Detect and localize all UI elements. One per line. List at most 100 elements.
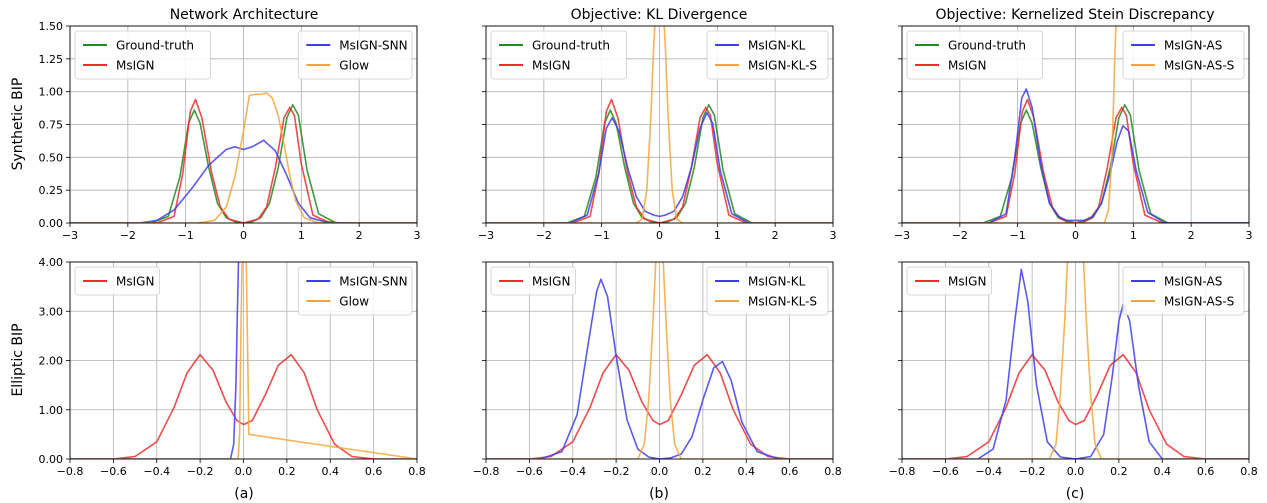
x-tick-label: 1 <box>298 229 305 242</box>
x-tick-label: −0.8 <box>57 465 84 478</box>
legend-label-glow: Glow <box>339 59 369 73</box>
series-line-msign-as-s <box>902 26 1117 223</box>
chart-panel-0-1: −3 −2 −1 0 1 2 3Ground-truthMsIGNMsIGN-KLMsIGN… <box>478 25 837 242</box>
legend-label-msign: MsIGN <box>116 59 154 73</box>
x-tick-label: 0.8 <box>1240 465 1258 478</box>
series-line-msign-as <box>902 268 1249 459</box>
panel-label-c: (c) <box>1066 486 1085 502</box>
x-tick-label: −3 <box>894 229 910 242</box>
plot-frame <box>69 25 418 224</box>
row-label-1: Elliptic BIP <box>10 323 26 396</box>
x-tick-label: 3 <box>830 229 837 242</box>
legend-label-msign-snn: MsIGN-SNN <box>339 39 407 53</box>
plot-frame <box>69 261 418 460</box>
x-tick-label: −0.4 <box>143 465 170 478</box>
legend-top-left: Ground-truth MsIGN <box>490 30 628 80</box>
x-tick-label: −0.8 <box>889 465 916 478</box>
x-tick-label: 0.2 <box>1110 465 1128 478</box>
series-line-msign <box>486 353 833 459</box>
series-line-glow <box>70 92 417 223</box>
series-line-msign-kl <box>486 278 833 459</box>
x-tick-label: 0.6 <box>365 465 383 478</box>
y-tick-label: 3.00 <box>39 305 64 318</box>
x-tick-label: −1 <box>178 229 194 242</box>
series-line-msign-kl <box>486 111 833 223</box>
legend-label-msign: MsIGN <box>532 59 570 73</box>
legend-label-msign: MsIGN <box>948 275 986 289</box>
x-tick-label: 0.0 <box>235 465 253 478</box>
plot-frame <box>901 25 1250 224</box>
legend-box <box>906 266 992 296</box>
column-title-1: Objective: KL Divergence <box>571 7 748 23</box>
x-tick-label: −0.2 <box>187 465 214 478</box>
x-tick-label: −3 <box>62 229 78 242</box>
series-line-msign-as-s <box>902 262 1249 459</box>
x-tick-label: 0.6 <box>781 465 799 478</box>
x-tick-label: 2 <box>356 229 363 242</box>
series-line-msign <box>902 98 1249 223</box>
legend-label-ground-truth: Ground-truth <box>532 39 610 53</box>
plot-frame <box>901 261 1250 460</box>
x-tick-label: 3 <box>414 229 421 242</box>
legend-label-ground-truth: Ground-truth <box>116 39 194 53</box>
y-tick-label: 4.00 <box>39 256 64 269</box>
legend-label-glow: Glow <box>339 295 369 309</box>
panel-label-a: (a) <box>234 486 254 502</box>
x-tick-label: 0.6 <box>1197 465 1215 478</box>
series-line-msign-kl-s <box>486 262 833 459</box>
legend-top-left: Ground-truth MsIGN <box>906 30 1044 80</box>
y-tick-label: 1.00 <box>39 404 64 417</box>
legend-label-msign-snn: MsIGN-SNN <box>339 275 407 289</box>
x-tick-label: −0.6 <box>100 465 127 478</box>
x-tick-label: 0.2 <box>694 465 712 478</box>
plot-frame <box>485 261 834 460</box>
plot-panels: −3 −2 −1 0 1 2 30.000.250.500.751.001.251.50Gr… <box>39 20 1258 478</box>
series-line-msign <box>486 98 833 223</box>
y-tick-label: 2.00 <box>39 355 64 368</box>
y-tick-label: 1.00 <box>39 86 64 99</box>
x-tick-label: 0.4 <box>1154 465 1172 478</box>
series-line-msign <box>70 353 417 459</box>
x-tick-label: −0.6 <box>516 465 543 478</box>
x-tick-label: 0.2 <box>278 465 296 478</box>
legend-box <box>490 266 576 296</box>
series-line-msign <box>902 353 1249 459</box>
legend-label-msign: MsIGN <box>948 59 986 73</box>
legend-label-msign-as-s: MsIGN-AS-S <box>1164 295 1234 309</box>
series-line-ground-truth <box>902 104 1249 223</box>
column-title-0: Network Architecture <box>170 7 319 23</box>
x-tick-label: −0.2 <box>603 465 630 478</box>
x-tick-label: 2 <box>772 229 779 242</box>
legend-box <box>1122 30 1245 80</box>
x-tick-label: −0.4 <box>559 465 586 478</box>
legend-top-right: MsIGN-SNN Glow <box>297 30 413 80</box>
legend-top-right: MsIGN-SNN Glow <box>297 266 413 316</box>
legend-box <box>706 30 829 80</box>
legend-label-msign-kl: MsIGN-KL <box>748 39 806 53</box>
x-tick-label: 0 <box>240 229 247 242</box>
legend-box <box>297 30 413 80</box>
legend-top-right: MsIGN-KL MsIGN-KL-S <box>706 30 829 80</box>
chart-panel-0-0: −3 −2 −1 0 1 2 3 0.00 0.25 0.50 0.75 1.00 1.25 1.50 Gr… <box>39 20 421 242</box>
chart-panel-1-2: −0.8 −0.6 −0.4 −0.2 0.0 0.2 0.4 0.6 0.8 MsIGN MsIG… <box>889 261 1258 478</box>
legend-label-msign-as: MsIGN-AS <box>1164 275 1222 289</box>
chart-panel-1-0: −0.8 −0.6 −0.4 −0.2 0.0 0.2 0.4 0.6 0.8 0.00 1.00 2… <box>39 256 426 478</box>
legend-top-right: MsIGN-AS MsIGN-AS-S <box>1122 30 1245 80</box>
chart-panel-0-2: −3 −2 −1 0 1 2 3Ground-truthMsIGNMsIGN-ASMsIGN… <box>894 25 1253 242</box>
x-tick-label: 0.4 <box>322 465 340 478</box>
legend-top-left: MsIGN <box>906 266 992 296</box>
legend-box <box>74 30 212 80</box>
legend-label-msign: MsIGN <box>116 275 154 289</box>
x-tick-label: −2 <box>952 229 968 242</box>
series-line-msign-as <box>902 88 1249 223</box>
panel-label-b: (b) <box>649 486 669 502</box>
series-group <box>902 26 1249 223</box>
x-tick-label: 0.8 <box>408 465 426 478</box>
legend-box <box>1122 266 1245 316</box>
legend-top-left: MsIGN <box>490 266 576 296</box>
y-tick-label: 0.75 <box>39 119 64 132</box>
legend-box <box>74 266 160 296</box>
series-line-msign <box>70 98 417 223</box>
x-tick-label: 0.0 <box>651 465 669 478</box>
